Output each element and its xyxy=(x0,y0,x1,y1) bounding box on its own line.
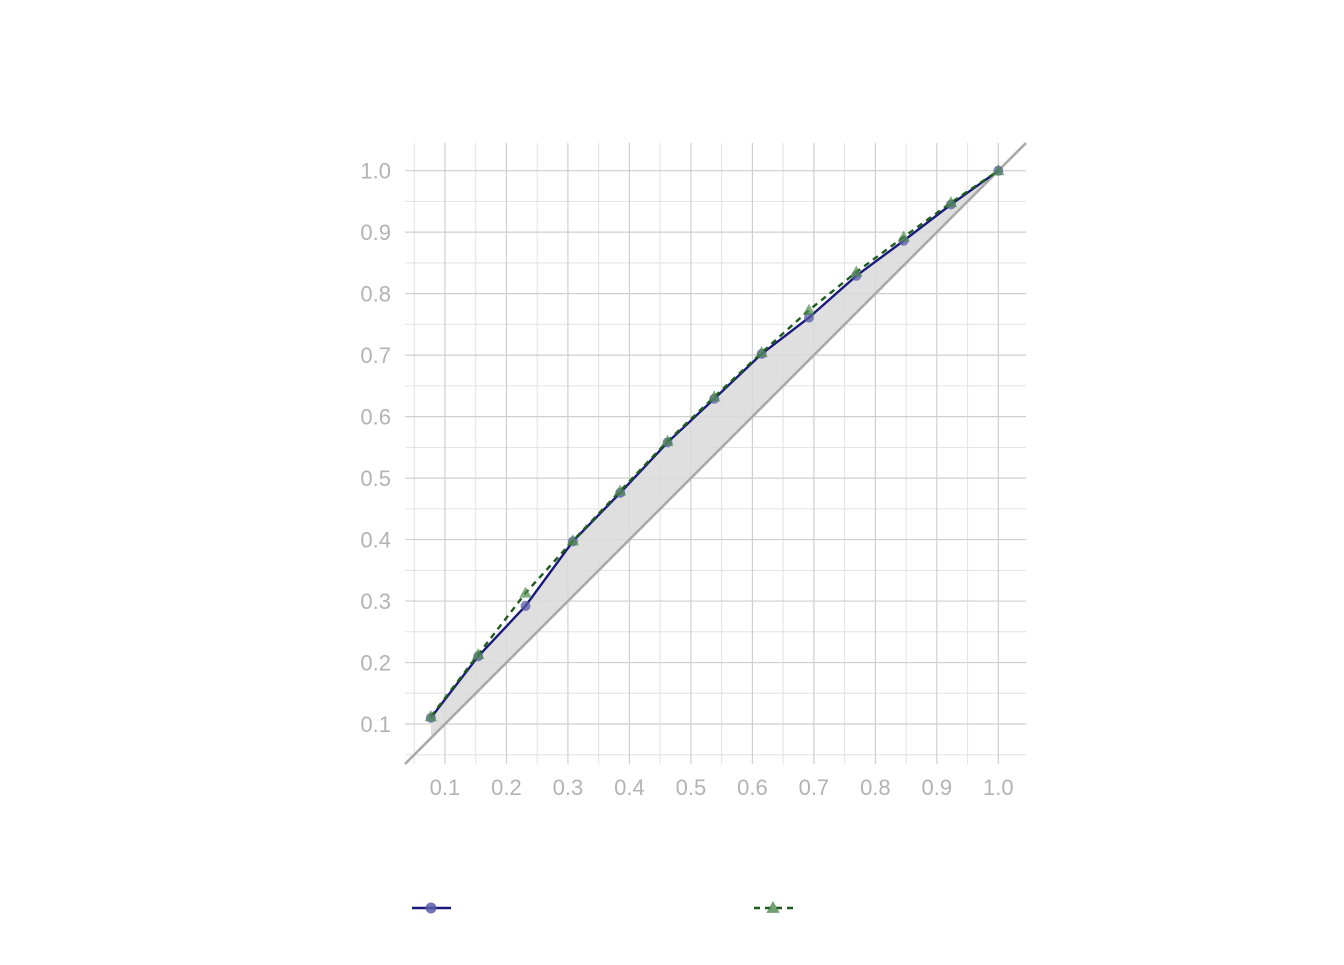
y-tick-label: 0.6 xyxy=(360,405,391,430)
y-tick-label: 0.3 xyxy=(360,589,391,614)
x-tick-label: 0.8 xyxy=(860,775,891,800)
series-2-point xyxy=(424,710,437,722)
y-tick-label: 0.4 xyxy=(360,528,391,553)
x-tick-label: 0.6 xyxy=(737,775,768,800)
y-tick-label: 0.8 xyxy=(360,282,391,307)
y-tick-label: 0.5 xyxy=(360,466,391,491)
x-tick-label: 0.2 xyxy=(491,775,522,800)
series-2-point xyxy=(471,648,485,660)
series-group xyxy=(424,164,1005,723)
series-2-point xyxy=(519,586,532,598)
y-axis-ticks: 0.1 0.2 0.3 0.4 0.5 0.6 0.7 0.8 0.9 1.0 xyxy=(360,159,391,737)
x-tick-label: 0.4 xyxy=(614,775,645,800)
series-2-point xyxy=(850,265,863,277)
legend xyxy=(412,901,793,914)
x-axis-ticks: 0.1 0.2 0.3 0.4 0.5 0.6 0.7 0.8 0.9 1.0 xyxy=(430,775,1014,800)
y-tick-label: 0.2 xyxy=(360,651,391,676)
legend-key-series-1 xyxy=(412,902,451,914)
y-tick-label: 1.0 xyxy=(360,159,391,184)
series-1-point xyxy=(520,600,531,611)
x-tick-label: 0.7 xyxy=(799,775,830,800)
legend-key-series-2 xyxy=(754,901,793,913)
diagonal-line xyxy=(404,142,1027,765)
legend-marker-series-2 xyxy=(766,901,780,913)
legend-marker-series-1 xyxy=(425,902,437,914)
x-tick-label: 0.3 xyxy=(553,775,584,800)
series-2-point xyxy=(661,434,674,446)
series-2-point xyxy=(708,390,721,402)
series-2-point xyxy=(992,164,1005,176)
series-2-point xyxy=(614,484,627,496)
x-tick-label: 0.9 xyxy=(922,775,953,800)
x-tick-label: 0.1 xyxy=(430,775,461,800)
x-tick-label: 0.5 xyxy=(676,775,707,800)
series-2-point xyxy=(944,196,958,208)
x-tick-label: 1.0 xyxy=(983,775,1014,800)
series-2-point xyxy=(755,346,768,358)
series-1-point xyxy=(803,312,814,323)
series-2 xyxy=(424,164,1005,722)
reference-diagonal xyxy=(404,142,1027,765)
series-2-point xyxy=(566,534,580,546)
y-tick-label: 0.7 xyxy=(360,343,391,368)
y-tick-label: 0.9 xyxy=(360,220,391,245)
series-2-point xyxy=(802,303,816,315)
y-tick-label: 0.1 xyxy=(360,712,391,737)
series-2-point xyxy=(897,230,910,242)
